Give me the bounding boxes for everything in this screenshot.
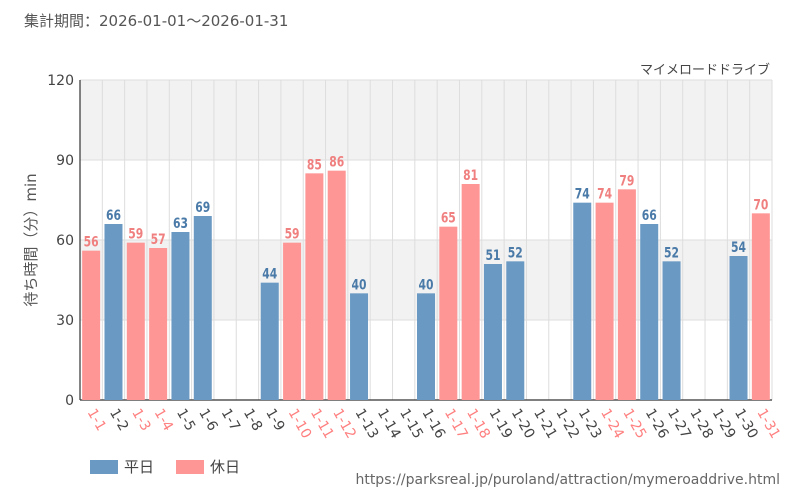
band-3 [80, 80, 772, 160]
bar-1-10 [283, 242, 302, 400]
chart-title: マイメロードドライブ [640, 62, 770, 78]
bar-1-23 [573, 202, 592, 400]
y-tick-label: 90 [56, 153, 74, 169]
value-label-1-17: 65 [441, 211, 456, 227]
bar-1-30 [729, 256, 748, 400]
value-label-1-5: 63 [173, 216, 188, 232]
value-label-1-3: 59 [128, 227, 143, 243]
y-axis-title: 待ち時間（分）min [22, 173, 40, 306]
bar-1-4 [149, 248, 168, 400]
bar-1-31 [751, 213, 770, 400]
value-label-1-19: 51 [485, 248, 500, 264]
legend-swatch-holiday [176, 459, 205, 474]
x-tick-label: 1-8 [240, 406, 265, 434]
value-label-1-4: 57 [151, 232, 166, 248]
bar-1-27 [662, 261, 681, 400]
bar-1-9 [260, 282, 279, 400]
value-label-1-26: 66 [642, 208, 657, 224]
legend-item-weekday: 平日 [90, 456, 154, 477]
value-label-1-24: 74 [597, 187, 612, 203]
bar-1-13 [350, 293, 369, 400]
y-tick-label: 120 [47, 73, 74, 89]
x-tick-label: 1-31 [753, 406, 783, 442]
bar-1-1 [82, 250, 101, 400]
period-prefix: 集計期間： [24, 12, 100, 30]
x-tick-labels: 1-11-21-31-41-51-61-71-81-91-101-111-121… [84, 406, 783, 442]
legend-label-weekday: 平日 [124, 458, 155, 476]
bar-1-2 [104, 224, 123, 400]
value-label-1-30: 54 [731, 240, 746, 256]
value-label-1-12: 86 [329, 155, 344, 171]
x-tick-label: 1-9 [262, 406, 287, 434]
value-label-1-20: 52 [508, 245, 523, 261]
x-tick-label: 1-7 [218, 406, 243, 434]
bar-1-3 [126, 242, 145, 400]
bar-1-18 [461, 184, 480, 400]
value-label-1-23: 74 [575, 187, 590, 203]
value-label-1-18: 81 [463, 168, 478, 184]
x-tick-label: 1-3 [128, 406, 153, 434]
value-label-1-27: 52 [664, 245, 679, 261]
value-label-1-9: 44 [262, 267, 277, 283]
x-tick-label: 1-2 [106, 406, 131, 434]
legend-label-holiday: 休日 [210, 458, 241, 476]
x-tick-label: 1-4 [151, 406, 176, 434]
bar-1-16 [417, 293, 435, 400]
value-label-1-6: 69 [195, 200, 210, 216]
bar-1-17 [439, 226, 458, 400]
source-url: https://parksreal.jp/puroland/attraction… [355, 472, 780, 488]
bar-1-6 [193, 216, 212, 400]
period-label: 集計期間：2026-01-01～2026-01-31 [24, 10, 288, 31]
bar-1-24 [595, 202, 614, 400]
data-labels: 56 66 59 57 63 69 44 59 85 86 40 40 65 81 51 52 74 74 79 66… [84, 155, 769, 294]
period-range: 2026-01-01～2026-01-31 [99, 12, 289, 30]
value-label-1-31: 70 [753, 197, 768, 213]
legend-item-holiday: 休日 [176, 456, 240, 477]
bar-1-20 [506, 261, 525, 400]
legend: 平日 休日 [90, 456, 262, 477]
bar-1-5 [171, 232, 190, 400]
bar-1-26 [640, 224, 659, 400]
grid-lines [79, 79, 773, 401]
value-label-1-25: 79 [619, 173, 634, 189]
y-tick-label: 30 [56, 313, 74, 329]
value-label-1-10: 59 [285, 227, 300, 243]
bar-1-19 [483, 264, 502, 400]
bar-1-25 [617, 189, 636, 400]
value-label-1-2: 66 [106, 208, 121, 224]
value-label-1-16: 40 [419, 277, 434, 293]
bars [82, 170, 770, 400]
y-tick-label: 60 [56, 233, 74, 249]
bar-1-11 [305, 173, 324, 400]
value-label-1-1: 56 [84, 235, 99, 251]
x-tick-label: 1-6 [195, 406, 220, 434]
y-tick-labels: 0 30 60 90 120 [47, 73, 74, 409]
legend-swatch-weekday [90, 459, 118, 474]
bar-1-12 [327, 170, 346, 400]
x-tick-label: 1-5 [173, 406, 198, 434]
value-label-1-11: 85 [307, 157, 322, 173]
y-tick-label: 0 [65, 393, 74, 409]
x-tick-label: 1-1 [84, 406, 109, 434]
value-label-1-13: 40 [352, 277, 367, 293]
